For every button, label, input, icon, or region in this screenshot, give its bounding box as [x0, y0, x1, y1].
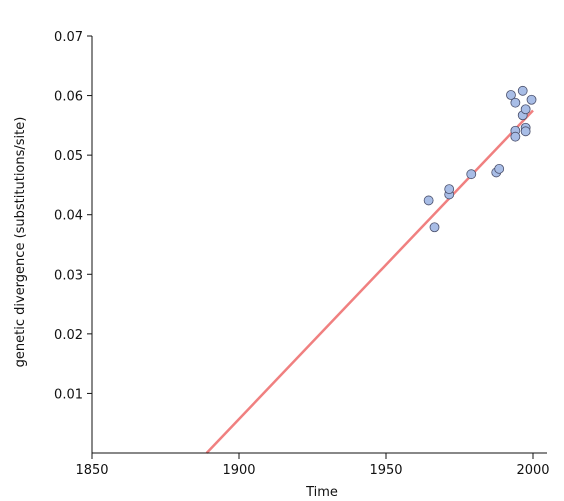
y-tick-label: 0.05 — [54, 149, 83, 164]
data-point — [510, 131, 521, 142]
y-tick-label: 0.04 — [54, 209, 83, 224]
data-point — [423, 195, 434, 206]
data-point — [510, 97, 521, 108]
plot-area — [205, 85, 537, 454]
regression-line — [205, 109, 534, 454]
x-tick-label: 1950 — [369, 463, 402, 478]
y-tick-label: 0.07 — [54, 30, 83, 45]
data-point — [517, 85, 528, 96]
data-point — [466, 169, 477, 180]
y-axis-title: genetic divergence (substitutions/site) — [13, 117, 28, 368]
data-point — [506, 90, 516, 100]
data-point — [520, 126, 531, 137]
y-tick-label: 0.02 — [54, 328, 83, 343]
x-axis-title: Time — [305, 485, 338, 500]
data-point — [494, 163, 505, 174]
x-tick-label: 1850 — [75, 463, 108, 478]
data-point — [520, 104, 531, 115]
data-point — [444, 184, 455, 194]
y-tick-label: 0.03 — [54, 268, 83, 283]
x-axis-ticks: 1850 1900 1950 2000 — [75, 453, 550, 478]
x-tick-label: 2000 — [516, 463, 549, 478]
y-tick-label: 0.01 — [54, 387, 83, 402]
y-axis-ticks: 0.01 0.02 0.03 0.04 0.05 0.06 0.07 — [54, 30, 92, 402]
y-tick-label: 0.06 — [54, 90, 83, 105]
data-point — [526, 94, 537, 105]
x-tick-label: 1900 — [222, 463, 255, 478]
data-point — [429, 222, 440, 233]
